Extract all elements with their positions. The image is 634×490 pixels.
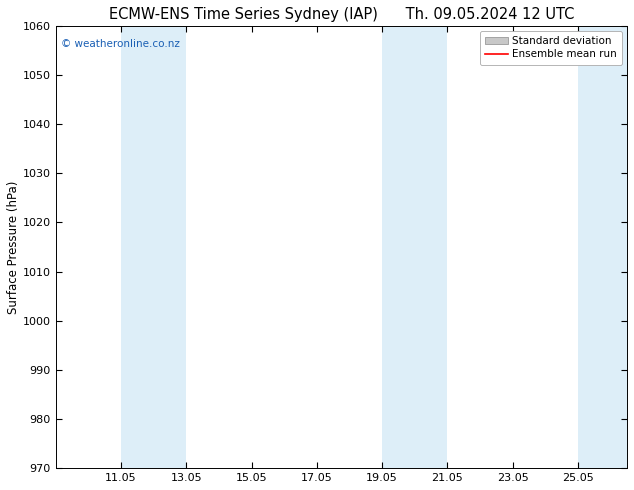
Bar — [382, 26, 448, 468]
Title: ECMW-ENS Time Series Sydney (IAP)      Th. 09.05.2024 12 UTC: ECMW-ENS Time Series Sydney (IAP) Th. 09… — [108, 7, 574, 22]
Bar — [578, 26, 627, 468]
Legend: Standard deviation, Ensemble mean run: Standard deviation, Ensemble mean run — [479, 31, 622, 65]
Y-axis label: Surface Pressure (hPa): Surface Pressure (hPa) — [7, 180, 20, 314]
Bar — [121, 26, 186, 468]
Text: © weatheronline.co.nz: © weatheronline.co.nz — [61, 39, 180, 49]
